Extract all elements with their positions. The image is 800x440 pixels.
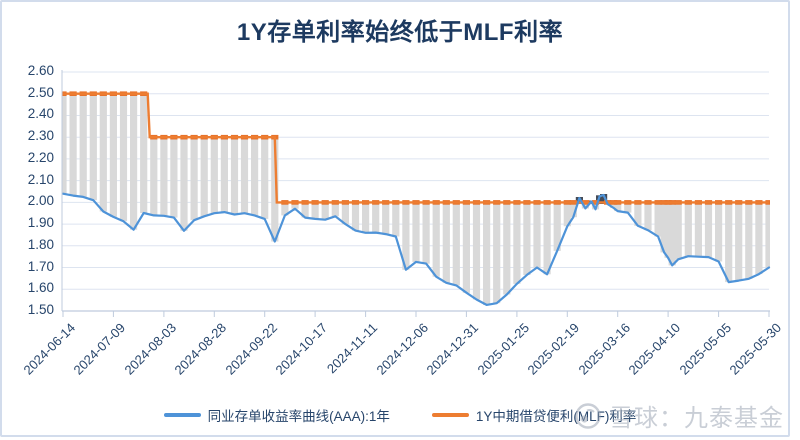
y-axis-tick-label: 1.90 bbox=[27, 215, 54, 230]
y-axis-tick-label: 1.70 bbox=[27, 259, 54, 274]
y-axis-tick-label: 2.50 bbox=[27, 85, 54, 100]
legend-label-cd: 同业存单收益率曲线(AAA):1年 bbox=[207, 409, 390, 424]
chart-legend: 同业存单收益率曲线(AAA):1年 1Y中期借贷便利(MLF)利率 bbox=[0, 405, 800, 425]
y-axis-tick-label: 2.60 bbox=[27, 63, 54, 78]
y-axis-tick-label: 2.30 bbox=[27, 128, 54, 143]
legend-item-cd-yield: 同业存单收益率曲线(AAA):1年 bbox=[163, 405, 390, 425]
y-axis-tick-label: 1.60 bbox=[27, 280, 54, 295]
y-axis-tick-label: 1.50 bbox=[27, 302, 54, 317]
legend-line-swatch-mlf-icon bbox=[431, 413, 469, 417]
legend-label-mlf: 1Y中期借贷便利(MLF)利率 bbox=[475, 409, 637, 424]
legend-item-mlf: 1Y中期借贷便利(MLF)利率 bbox=[431, 405, 637, 425]
y-axis-tick-label: 1.80 bbox=[27, 237, 54, 252]
y-axis-tick-label: 2.20 bbox=[27, 150, 54, 165]
y-axis-tick-label: 2.40 bbox=[27, 106, 54, 121]
chart-title: 1Y存单利率始终低于MLF利率 bbox=[236, 19, 564, 46]
y-axis-tick-label: 2.00 bbox=[27, 193, 54, 208]
legend-line-swatch-cd-icon bbox=[163, 413, 201, 417]
y-axis-tick-label: 2.10 bbox=[27, 172, 54, 187]
